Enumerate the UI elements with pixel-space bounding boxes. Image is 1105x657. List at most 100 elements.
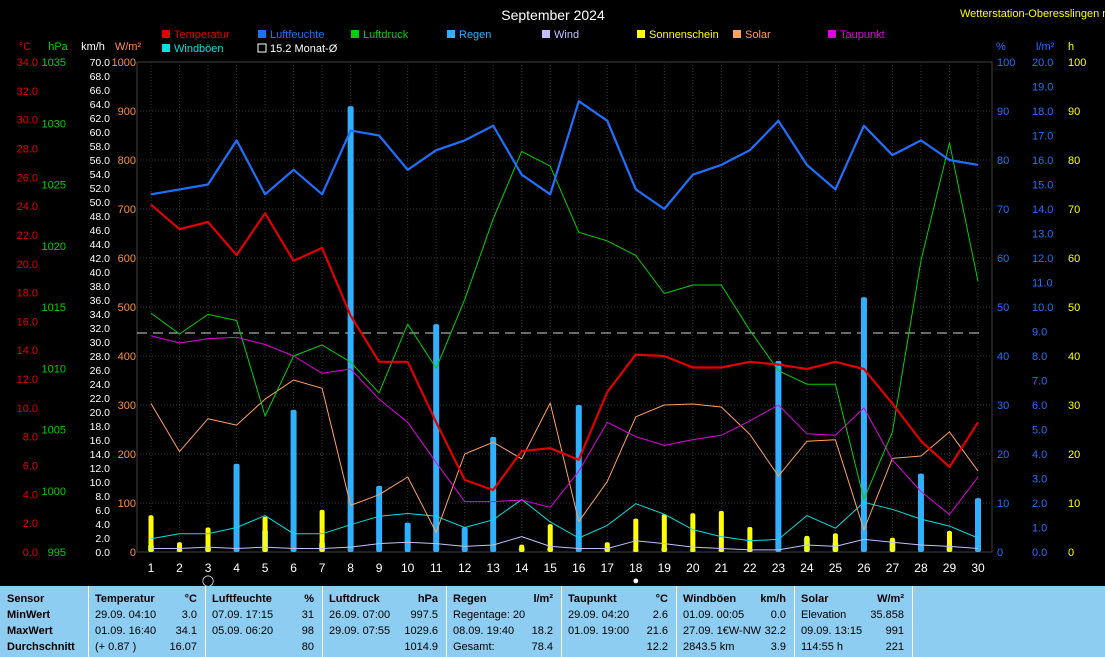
y-tick-label: 32.0 — [90, 323, 111, 335]
y-tick-label: 34.0 — [90, 309, 111, 321]
y-tick-label: 30.0 — [90, 337, 111, 349]
y-tick-label: 8.0 — [23, 432, 38, 444]
stat-unit: l/m² — [533, 593, 553, 605]
stat-unit: hPa — [417, 593, 438, 605]
y-tick-label: 100 — [118, 498, 136, 510]
y-tick-label: 36.0 — [90, 295, 111, 307]
x-tick-label: 11 — [430, 561, 443, 575]
y-tick-label: 46.0 — [90, 225, 111, 237]
y-tick-label: 12.0 — [1032, 253, 1053, 265]
y-tick-label: 1020 — [42, 241, 66, 253]
y-tick-label: 60 — [1068, 253, 1080, 265]
data-marks — [137, 100, 982, 552]
y-tick-label: 64.0 — [90, 99, 111, 111]
stat-min-time: 01.09. 00:05 — [683, 609, 745, 621]
y-tick-label: 40.0 — [90, 267, 111, 279]
y-tick-label: 40 — [1068, 351, 1080, 363]
y-tick-label: 1005 — [42, 425, 66, 437]
stats-empty-cell — [913, 586, 1105, 657]
y-tick-label: 1015 — [42, 302, 66, 314]
x-tick-label: 5 — [262, 561, 269, 575]
x-tick-label: 20 — [686, 561, 700, 575]
stat-max-value: 34.1 — [175, 625, 197, 637]
row-label-min: MinWert — [7, 609, 51, 621]
y-tick-label: 1000 — [112, 57, 136, 69]
sunshine-bar — [319, 509, 325, 552]
stat-max-value: 32.2 — [764, 625, 786, 637]
stat-title: Windböen — [683, 593, 737, 605]
stat-max-time: 01.09. 19:00 — [568, 625, 630, 637]
stats-column: Regen l/m² Regentage: 20 08.09. 19:40 18.2 Ge… — [447, 586, 562, 657]
y-tick-label: 6.0 — [23, 461, 38, 473]
stat-avg-value: 221 — [885, 641, 904, 653]
stat-unit: km/h — [760, 593, 786, 605]
stats-column: Luftfeuchte% 07.09. 17:15 31 05.09. 06:20 98… — [206, 586, 323, 657]
y-tick-label: 50 — [1068, 302, 1080, 314]
y-tick-label: 17.0 — [1032, 131, 1053, 143]
x-tick-label: 30 — [971, 561, 985, 575]
rain-bar — [433, 324, 440, 552]
series-line-wind — [151, 536, 979, 551]
stat-min-value: 31 — [301, 609, 314, 621]
y-tick-label: 14.0 — [1032, 204, 1053, 216]
sunshine-bar — [177, 542, 183, 552]
y-tick-label: 0 — [130, 547, 136, 559]
rain-bar — [860, 297, 867, 552]
x-tick-label: 2 — [176, 561, 183, 575]
legend-swatch — [447, 30, 455, 38]
y-tick-label: 500 — [118, 302, 136, 314]
y-tick-label: 54.0 — [90, 169, 111, 181]
sunshine-bar — [633, 518, 639, 552]
x-tick-label: 8 — [347, 561, 354, 575]
sunshine-bar — [262, 516, 268, 552]
rain-bar — [233, 463, 240, 552]
y-tick-label: 22.0 — [90, 393, 111, 405]
legend-swatch — [162, 30, 170, 38]
stat-title: Regen — [453, 593, 487, 605]
moon-phase-icon: ● — [632, 575, 639, 586]
y-tick-label: 90 — [997, 106, 1009, 118]
y-tick-label: 60 — [997, 253, 1009, 265]
y-tick-label: 20 — [1068, 449, 1080, 461]
x-tick-label: 17 — [601, 561, 615, 575]
y-tick-label: 4.0 — [23, 489, 38, 501]
row-label-max: MaxWert — [7, 625, 53, 637]
legend: Temperatur Luftfeuchte Luftdruck Regen Wind S… — [162, 29, 885, 55]
y-tick-label: 8.0 — [95, 491, 110, 503]
y-tick-label: 900 — [118, 106, 136, 118]
y-tick-label: 34.0 — [17, 57, 38, 69]
y-tick-label: 1025 — [42, 180, 66, 192]
y-tick-label: 300 — [118, 400, 136, 412]
x-tick-label: 28 — [914, 561, 928, 575]
stat-unit: °C — [184, 593, 197, 605]
stat-max-time: 08.09. 19:40 — [453, 625, 515, 637]
rain-bar — [490, 436, 497, 552]
series-line-temperatur — [150, 203, 979, 492]
y-tick-label: 42.0 — [90, 253, 111, 265]
y-tick-label: 11.0 — [1032, 278, 1053, 290]
stat-min-time: 29.09. 04:10 — [95, 609, 157, 621]
y-tick-label: 13.0 — [1032, 229, 1053, 241]
y-tick-label: 50.0 — [90, 197, 111, 209]
y-tick-label: 0.0 — [95, 547, 110, 559]
y-tick-label: 62.0 — [90, 113, 111, 125]
y-tick-label: 995 — [48, 547, 66, 559]
x-tick-label: 18 — [629, 561, 643, 575]
y-tick-label: 1010 — [42, 363, 66, 375]
sunshine-bar — [747, 527, 753, 552]
x-tick-label: 24 — [800, 561, 814, 575]
y-tick-label: 12.0 — [90, 463, 111, 475]
stat-max-value: 1029.6 — [404, 625, 438, 637]
y-tick-label: 200 — [118, 449, 136, 461]
sunshine-bar — [832, 533, 838, 552]
y-tick-label: 20.0 — [90, 407, 111, 419]
sunshine-bar — [547, 524, 553, 552]
y-tick-label: 600 — [118, 253, 136, 265]
axis-unit-right: h — [1068, 41, 1074, 53]
y-tick-label: 4.0 — [1032, 449, 1047, 461]
stat-title: Taupunkt — [568, 593, 617, 605]
stat-avg-label: 114:55 h — [801, 641, 844, 653]
rain-bar — [376, 485, 383, 552]
y-tick-label: 28.0 — [17, 143, 38, 155]
stat-max-value: 21.6 — [646, 625, 668, 637]
